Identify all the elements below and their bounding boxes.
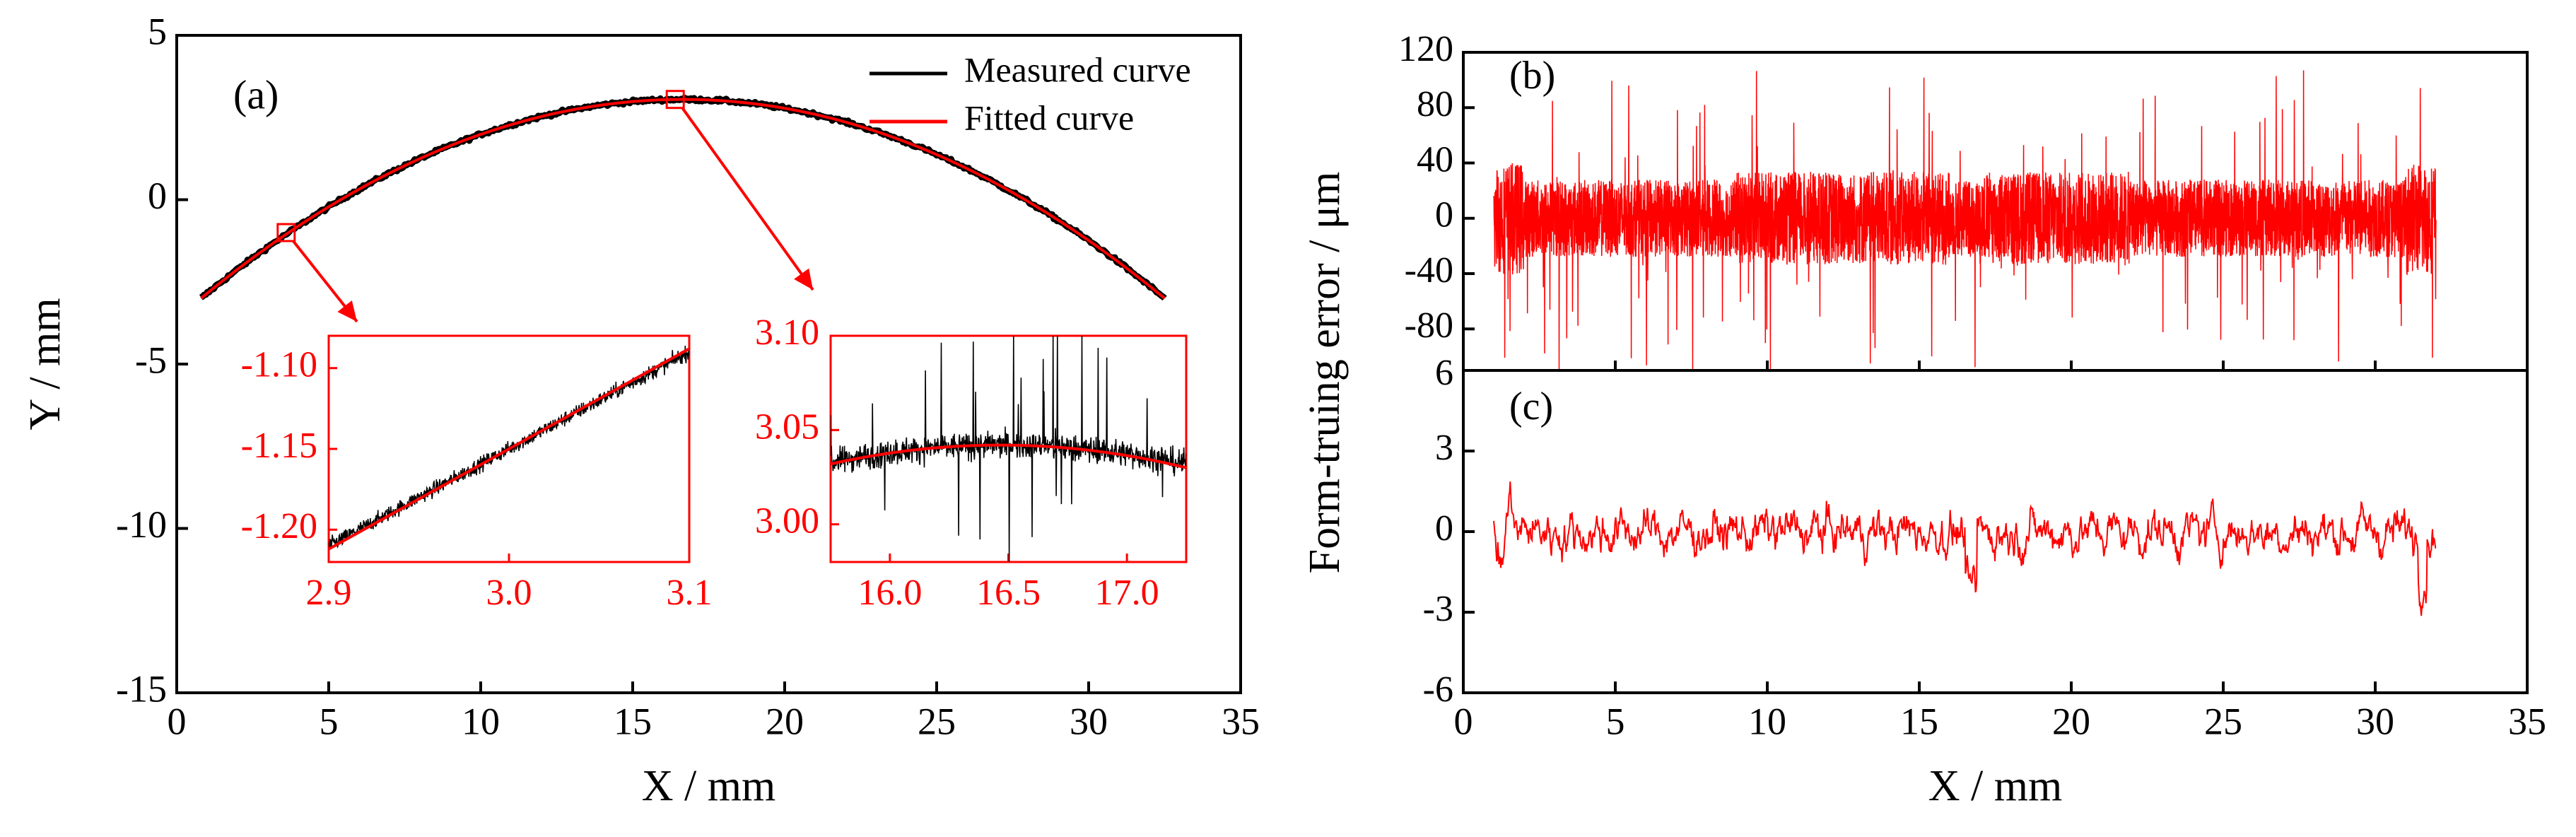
x-tick-label: 5 xyxy=(1606,700,1625,742)
inset-x-tick-label: 16.0 xyxy=(857,573,922,613)
y-tick-label: -15 xyxy=(116,667,167,710)
inset-y-tick-label: 3.10 xyxy=(755,312,819,353)
inset-y-tick-label: -1.10 xyxy=(241,345,317,385)
y-tick-label: -3 xyxy=(1423,589,1453,629)
y-tick-label: -5 xyxy=(135,339,167,381)
x-tick-label: 25 xyxy=(2204,700,2242,742)
x-tick-label: 35 xyxy=(1222,700,1260,742)
y-tick-label: 5 xyxy=(148,10,167,52)
x-tick-label: 5 xyxy=(320,700,339,742)
y-axis-title: Y / mm xyxy=(21,298,69,430)
x-tick-label: 15 xyxy=(614,700,652,742)
y-tick-label: 0 xyxy=(1435,508,1453,549)
x-tick-label: 25 xyxy=(918,700,956,742)
panel-c-frame xyxy=(1462,369,2529,694)
y-tick-label: -6 xyxy=(1423,669,1453,710)
x-tick-label: 35 xyxy=(2508,700,2546,742)
x-axis-title: X / mm xyxy=(642,762,775,810)
x-tick-label: 20 xyxy=(766,700,804,742)
y-tick-label: 0 xyxy=(148,175,167,217)
inset-x-tick-label: 2.9 xyxy=(306,573,352,613)
x-tick-label: 15 xyxy=(1900,700,1938,742)
legend-label-fitted: Fitted curve xyxy=(964,98,1134,137)
y-tick-label: 0 xyxy=(1435,195,1453,235)
legend-label-measured: Measured curve xyxy=(964,49,1191,89)
x-tick-label: 30 xyxy=(2356,700,2394,742)
panel-label: (a) xyxy=(233,71,279,117)
inset-y-tick-label: 3.00 xyxy=(755,501,819,542)
zoom-marker xyxy=(665,90,685,110)
panel-label: (b) xyxy=(1509,54,1555,98)
inset-x-tick-label: 16.5 xyxy=(976,573,1041,613)
inset-x-tick-label: 3.0 xyxy=(486,573,532,613)
panel-a-inset-left: 2.9 3.0 3.1 -1.10 -1.15 -1.20 xyxy=(241,334,713,613)
x-tick-label: 30 xyxy=(1070,700,1108,742)
inset-fitted-curve xyxy=(329,347,689,551)
zoom-arrow-head xyxy=(337,300,357,322)
y-tick-label: 3 xyxy=(1435,428,1453,468)
panel-c: 630-3-60 5 10 15 20 25 30 35(c)X / mm xyxy=(1423,353,2546,810)
panel-a-inset-right: 16.0 16.5 17.0 3.10 3.05 3.00 xyxy=(755,312,1188,613)
zoom-arrow xyxy=(681,107,814,291)
x-tick-label: 0 xyxy=(168,700,187,742)
panel-label: (c) xyxy=(1509,385,1553,428)
x-tick-label: 0 xyxy=(1454,700,1473,742)
x-axis-title: X / mm xyxy=(1928,762,2062,810)
y-tick-label: 120 xyxy=(1398,29,1453,69)
error-series-b xyxy=(1493,70,2437,370)
inset-x-tick-label: 3.1 xyxy=(667,573,713,613)
x-tick-label: 20 xyxy=(2052,700,2090,742)
y-tick-label: 6 xyxy=(1435,353,1453,393)
error-series-c xyxy=(1493,481,2437,616)
y-tick-label: -10 xyxy=(116,503,167,546)
y-tick-label: 40 xyxy=(1417,139,1453,180)
inset-y-tick-label: -1.15 xyxy=(241,426,317,466)
inset-y-tick-label: -1.20 xyxy=(241,506,317,546)
inset-x-tick-label: 17.0 xyxy=(1095,573,1159,613)
panel-a: 0 5 10 15 20 25 30 35 5 0 -5 -10 -15 X / mm Y / mm (a) M… xyxy=(21,10,1260,810)
y-tick-label: -40 xyxy=(1405,250,1453,291)
y-tick-label: -80 xyxy=(1405,305,1453,346)
y-tick-label: 80 xyxy=(1417,84,1453,124)
panel-b: 120 80 40 0 -40 -80 (b) Form-truing error / μm xyxy=(1301,29,2529,574)
zoom-marker xyxy=(276,223,296,242)
x-tick-label: 10 xyxy=(1748,700,1786,742)
x-tick-label: 10 xyxy=(462,700,500,742)
inset-fitted-curve xyxy=(831,443,1186,469)
zoom-arrow-head xyxy=(794,268,813,290)
inset-y-tick-label: 3.05 xyxy=(755,406,819,447)
y-axis-title: Form-truing error / μm xyxy=(1301,172,1349,574)
